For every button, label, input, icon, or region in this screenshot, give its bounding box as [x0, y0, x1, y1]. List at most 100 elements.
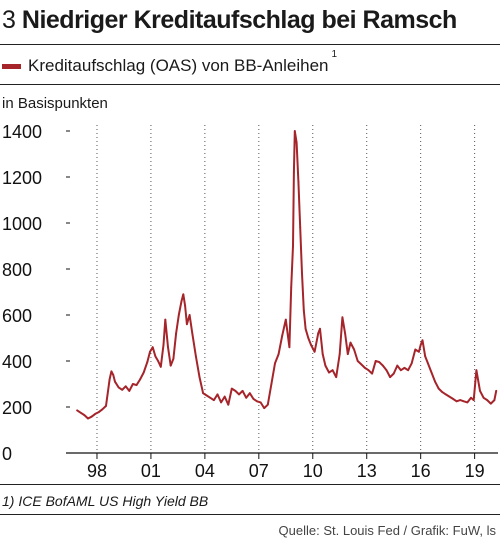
data-point: [223, 395, 226, 398]
data-point: [159, 365, 162, 368]
data-point: [79, 411, 82, 414]
legend-footnote-mark: 1: [331, 49, 338, 61]
data-point: [341, 316, 344, 319]
data-point: [385, 369, 388, 372]
data-point: [374, 360, 377, 362]
data-point: [307, 337, 310, 339]
data-point: [172, 357, 175, 360]
data-point: [191, 332, 194, 335]
data-point: [290, 286, 293, 289]
data-point: [288, 346, 291, 349]
data-point: [151, 346, 154, 349]
legend-swatch: [2, 64, 21, 69]
data-point: [209, 396, 212, 399]
data-point: [321, 353, 324, 355]
data-point: [132, 383, 134, 385]
data-point: [139, 378, 142, 381]
data-point: [182, 293, 185, 296]
data-point: [466, 401, 469, 404]
data-point: [154, 355, 157, 358]
data-point: [186, 323, 188, 326]
data-point: [367, 369, 370, 372]
data-point: [489, 402, 492, 405]
data-point: [124, 385, 127, 388]
data-point: [128, 390, 131, 392]
y-tick-label: 600: [2, 306, 32, 326]
x-tick-label: 13: [357, 461, 377, 481]
y-tick-label: 800: [2, 260, 32, 280]
legend-label: Kreditaufschlag (OAS) von BB-Anleihen: [28, 56, 329, 75]
data-point: [335, 376, 338, 378]
data-point: [444, 393, 447, 396]
data-point: [353, 348, 355, 351]
data-point: [462, 400, 465, 403]
data-point: [364, 367, 366, 369]
data-point: [452, 398, 454, 400]
data-point: [495, 390, 498, 392]
data-point: [437, 387, 440, 390]
data-point: [389, 376, 391, 378]
data-point: [304, 327, 307, 330]
data-point: [114, 380, 116, 383]
data-point: [162, 344, 165, 346]
data-point: [403, 367, 406, 369]
x-tick-label: 07: [249, 461, 269, 481]
data-point: [213, 399, 215, 401]
data-point: [360, 363, 363, 366]
header-rule: [0, 44, 500, 45]
data-point: [252, 398, 255, 400]
data-point: [392, 372, 395, 375]
data-point: [177, 314, 180, 316]
y-axis-label: in Basispunkten: [2, 95, 108, 112]
data-point: [227, 403, 230, 406]
data-point: [263, 407, 266, 409]
data-point: [149, 350, 151, 353]
data-point: [410, 362, 413, 365]
data-point: [112, 373, 115, 376]
data-point: [430, 371, 433, 374]
data-point: [117, 386, 120, 389]
data-point: [441, 391, 444, 393]
data-point: [493, 399, 496, 401]
data-point: [472, 399, 475, 401]
data-point: [230, 387, 233, 390]
data-point: [356, 360, 359, 362]
data-point: [256, 400, 258, 403]
footnote-mark: 1): [2, 493, 15, 509]
data-point: [259, 401, 262, 404]
data-point: [317, 332, 320, 335]
data-point: [270, 383, 273, 385]
data-point: [459, 399, 462, 401]
footer-rule: [0, 484, 500, 485]
data-point: [238, 393, 240, 396]
data-point: [482, 396, 485, 399]
data-point: [274, 362, 276, 365]
data-point: [83, 414, 86, 416]
x-tick-label: 10: [303, 461, 323, 481]
data-point: [180, 300, 183, 303]
data-point: [175, 332, 178, 335]
source-credit: Quelle: St. Louis Fed / Grafik: FuW, ls: [278, 523, 496, 538]
data-point: [90, 415, 93, 418]
data-point: [245, 396, 248, 399]
legend-rule: [0, 84, 500, 85]
data-point: [248, 392, 251, 395]
data-point: [302, 309, 305, 312]
data-point: [266, 403, 269, 406]
chart-title: Niedriger Kreditaufschlag bei Ramsch: [21, 6, 457, 34]
data-point: [349, 341, 352, 344]
data-point: [146, 361, 149, 363]
y-tick-label: 400: [2, 352, 32, 372]
data-point: [434, 380, 436, 383]
x-tick-label: 04: [195, 461, 215, 481]
data-point: [338, 353, 341, 355]
data-point: [293, 130, 296, 132]
data-point: [97, 411, 100, 413]
data-point: [284, 318, 287, 321]
data-point: [455, 400, 458, 403]
data-point: [157, 360, 160, 362]
data-point: [479, 390, 481, 392]
data-point: [319, 327, 321, 330]
data-point: [407, 369, 409, 372]
